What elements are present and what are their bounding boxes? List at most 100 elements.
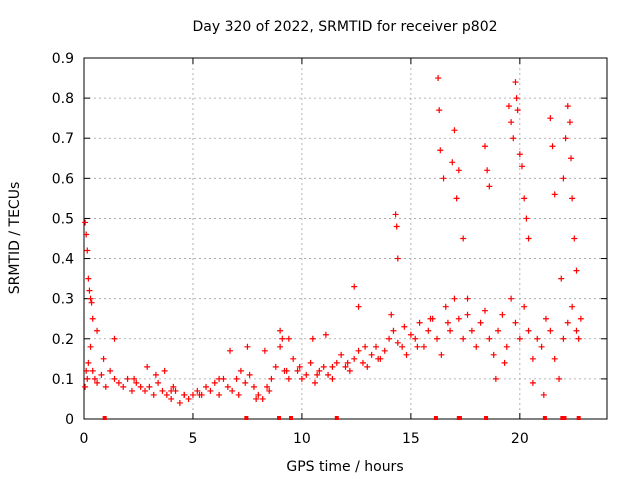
x-tick-label: 5 — [188, 431, 197, 447]
data-point — [100, 355, 107, 362]
data-point — [329, 375, 336, 382]
data-point — [464, 311, 471, 318]
data-point — [420, 343, 427, 350]
data-point — [111, 375, 118, 382]
data-point — [495, 327, 502, 334]
data-point — [94, 379, 101, 386]
data-point — [538, 343, 545, 350]
data-point — [460, 335, 467, 342]
data-point — [481, 143, 488, 150]
data-point — [523, 215, 530, 222]
data-point — [468, 327, 475, 334]
data-point — [285, 375, 292, 382]
data-point — [107, 367, 114, 374]
data-point — [338, 351, 345, 358]
data-point — [168, 395, 175, 402]
data-point — [401, 323, 408, 330]
data-point — [564, 319, 571, 326]
data-point — [373, 343, 380, 350]
data-point — [542, 315, 549, 322]
data-point — [216, 375, 223, 382]
data-point — [194, 387, 201, 394]
data-point — [296, 363, 303, 370]
data-point — [388, 311, 395, 318]
data-point — [255, 391, 262, 398]
y-tick-label: 0.3 — [52, 292, 74, 308]
data-point — [512, 319, 519, 326]
data-point — [246, 371, 253, 378]
data-point — [368, 351, 375, 358]
data-point — [516, 335, 523, 342]
data-point — [189, 391, 196, 398]
x-tick-label: 15 — [402, 431, 420, 447]
x-axis-label: GPS time / hours — [286, 459, 403, 475]
data-point — [84, 375, 91, 382]
data-point — [229, 387, 236, 394]
baseline-marker — [433, 416, 438, 420]
y-tick-label: 0.8 — [52, 91, 74, 107]
data-point — [242, 379, 249, 386]
data-point — [556, 375, 563, 382]
data-point — [266, 387, 273, 394]
data-point — [575, 335, 582, 342]
data-point — [435, 75, 442, 82]
data-point — [455, 167, 462, 174]
data-point — [150, 391, 157, 398]
data-point — [83, 231, 90, 238]
data-point — [547, 115, 554, 122]
data-point — [540, 391, 547, 398]
data-point — [449, 159, 456, 166]
plot-area-frame — [83, 57, 608, 420]
data-point — [98, 371, 105, 378]
data-point — [168, 387, 175, 394]
y-tick-label: 0.5 — [52, 211, 74, 227]
data-point — [447, 327, 454, 334]
data-point — [176, 399, 183, 406]
data-point — [322, 331, 329, 338]
data-point — [499, 311, 506, 318]
data-point — [444, 319, 451, 326]
data-point — [309, 335, 316, 342]
data-point — [529, 355, 536, 362]
y-tick-label: 0.2 — [52, 332, 74, 348]
data-point — [196, 391, 203, 398]
y-tick-label: 0.1 — [52, 372, 74, 388]
baseline-marker — [102, 416, 107, 420]
y-tick-label: 0.9 — [52, 51, 74, 67]
data-point — [333, 359, 340, 366]
chart-title: Day 320 of 2022, SRMTID for receiver p80… — [192, 19, 497, 35]
data-point — [307, 359, 314, 366]
data-point — [294, 367, 301, 374]
data-point — [159, 387, 166, 394]
data-point — [181, 391, 188, 398]
data-point — [86, 287, 93, 294]
data-point — [399, 343, 406, 350]
data-point — [521, 195, 528, 202]
data-point — [558, 275, 565, 282]
x-tick-label: 0 — [80, 431, 89, 447]
data-point — [268, 375, 275, 382]
data-point — [437, 147, 444, 154]
data-point — [505, 103, 512, 110]
data-point — [568, 155, 575, 162]
baseline-marker — [560, 416, 565, 420]
data-point — [481, 307, 488, 314]
data-point — [325, 371, 332, 378]
data-point — [569, 195, 576, 202]
data-point — [85, 359, 92, 366]
data-point — [87, 343, 94, 350]
data-point — [264, 383, 271, 390]
data-point — [455, 315, 462, 322]
data-point — [573, 267, 580, 274]
y-tick-label: 0 — [65, 412, 74, 428]
data-point — [442, 303, 449, 310]
data-point — [102, 383, 109, 390]
data-point — [83, 367, 90, 374]
data-point — [124, 375, 131, 382]
data-point — [503, 343, 510, 350]
data-point — [115, 379, 122, 386]
data-point — [253, 395, 260, 402]
data-point — [551, 355, 558, 362]
data-point — [390, 327, 397, 334]
data-point — [290, 355, 297, 362]
